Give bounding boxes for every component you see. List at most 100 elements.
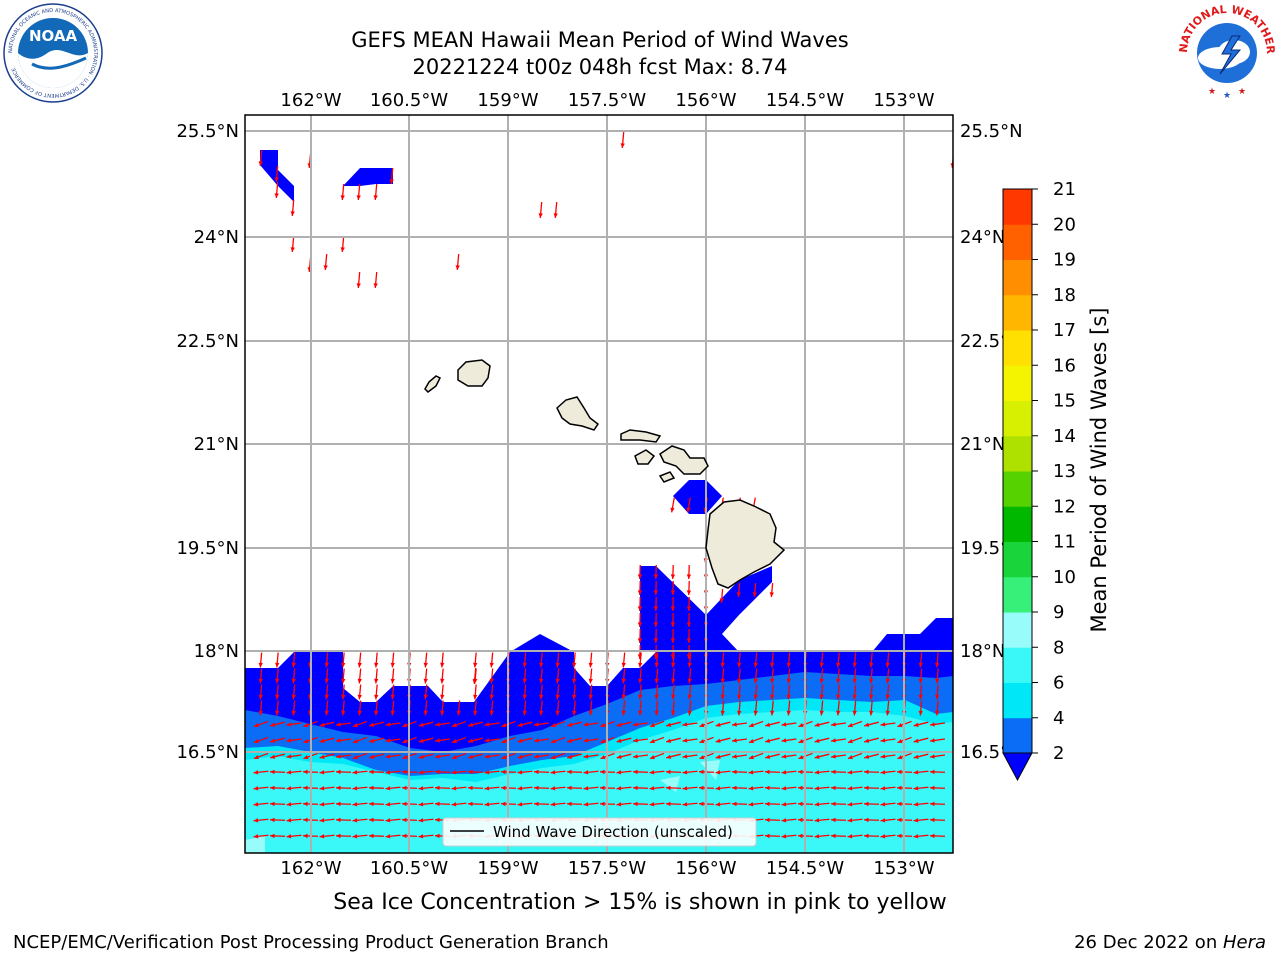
wave-arrow-head bbox=[616, 786, 622, 791]
wave-arrow-head bbox=[836, 694, 841, 700]
wave-arrow-head bbox=[814, 786, 820, 791]
wave-arrow-head bbox=[451, 722, 457, 728]
wave-arrow-head bbox=[567, 801, 572, 807]
wave-arrow-head bbox=[270, 754, 276, 759]
wave-arrow-head bbox=[501, 769, 506, 775]
wave-arrow-head bbox=[649, 786, 655, 791]
wave-arrow-head bbox=[555, 678, 560, 684]
colorbar-tick-label: 20 bbox=[1053, 214, 1076, 235]
island-maui bbox=[659, 445, 709, 475]
lon-label-top: 157.5°W bbox=[568, 90, 647, 111]
wave-arrow-head bbox=[352, 802, 358, 807]
footer-date-text: 26 Dec 2022 on bbox=[1074, 932, 1223, 953]
wave-arrow-head bbox=[324, 694, 329, 700]
wave-arrow-head bbox=[435, 722, 440, 727]
wave-arrow-head bbox=[374, 710, 379, 716]
wave-arrow-head bbox=[715, 802, 721, 807]
wave-arrow-head bbox=[418, 722, 424, 727]
wave-arrow-head bbox=[522, 710, 527, 716]
wave-arrow-head bbox=[819, 678, 824, 684]
wave-arrow-head bbox=[814, 834, 820, 839]
wave-arrow-head bbox=[819, 694, 824, 700]
wave-arrow-head bbox=[550, 770, 556, 775]
wave-arrow-head bbox=[456, 710, 461, 716]
wave-arrow-head bbox=[270, 801, 275, 807]
wave-arrow-head bbox=[786, 710, 791, 716]
wave-arrow-head bbox=[468, 738, 474, 743]
wave-arrow-head bbox=[699, 801, 704, 807]
wave-arrow-head bbox=[814, 770, 820, 775]
wave-arrow-head bbox=[752, 592, 757, 597]
wave-arrow-head bbox=[798, 785, 803, 791]
wave-arrow-head bbox=[319, 754, 325, 759]
wave-arrow-head bbox=[798, 722, 804, 728]
wave-arrow-head bbox=[336, 722, 341, 727]
wave-arrow-head bbox=[291, 694, 296, 700]
colorbar-tick-label: 15 bbox=[1053, 391, 1076, 412]
wave-arrow-head bbox=[369, 754, 375, 759]
wave-arrow-head bbox=[720, 678, 725, 684]
wave-arrow-head bbox=[522, 678, 527, 684]
wave-arrow-head bbox=[819, 662, 824, 668]
wave-arrow-head bbox=[517, 770, 523, 775]
wave-arrow-head bbox=[897, 722, 903, 728]
wave-arrow-head bbox=[534, 785, 539, 791]
wave-arrow-head bbox=[583, 770, 589, 775]
wave-arrow-head bbox=[402, 833, 407, 839]
wave-arrow-head bbox=[369, 738, 375, 743]
wave-arrow-head bbox=[836, 710, 841, 716]
wave-arrow-head bbox=[798, 801, 803, 807]
wave-arrow-head bbox=[666, 722, 672, 727]
wave-arrow-head bbox=[897, 801, 902, 807]
wave-arrow-head bbox=[440, 710, 445, 716]
wave-arrow-head bbox=[588, 678, 593, 684]
wave-arrow-head bbox=[753, 662, 758, 668]
wave-arrow-head bbox=[720, 662, 725, 668]
wave-arrow-head bbox=[319, 802, 325, 807]
wave-arrow-head bbox=[616, 802, 622, 807]
colorbar-segment bbox=[1003, 647, 1032, 683]
wave-arrow-head bbox=[748, 722, 754, 728]
wave-arrow-head bbox=[918, 710, 923, 716]
wave-arrow-head bbox=[451, 738, 457, 744]
wave-arrow-head bbox=[831, 785, 836, 791]
wave-arrow-head bbox=[770, 694, 775, 700]
wave-arrow-head bbox=[638, 694, 643, 700]
wave-arrow-head bbox=[699, 785, 704, 791]
wave-arrow-head bbox=[653, 590, 659, 595]
colorbar-under-arrow bbox=[1002, 752, 1033, 782]
wave-arrow-head bbox=[885, 710, 890, 716]
wave-arrow-head bbox=[550, 738, 556, 744]
wave-arrow-head bbox=[357, 662, 362, 668]
wave-arrow-head bbox=[786, 678, 791, 684]
chart-subtitle: 20221224 t00z 048h fcst Max: 8.74 bbox=[412, 55, 788, 79]
wave-arrow-head bbox=[253, 818, 259, 823]
wave-arrow-head bbox=[336, 801, 341, 807]
wave-arrow-head bbox=[517, 738, 523, 743]
wave-arrow-head bbox=[715, 770, 721, 775]
wave-field-east bbox=[872, 618, 953, 660]
wave-arrow-head bbox=[852, 710, 857, 716]
wave-arrow-head bbox=[517, 722, 523, 727]
wave-arrow-head bbox=[836, 662, 841, 668]
wave-arrow-head bbox=[918, 678, 923, 684]
wave-arrow-head bbox=[435, 817, 440, 823]
wave-arrow-head bbox=[649, 722, 655, 728]
colorbar-segment bbox=[1003, 541, 1032, 578]
wave-arrow-head bbox=[303, 754, 309, 760]
wave-arrow-head bbox=[572, 710, 577, 716]
wave-arrow-head bbox=[935, 662, 940, 668]
wave-arrow-head bbox=[423, 678, 428, 684]
wave-arrow-head bbox=[765, 722, 771, 727]
wave-arrow-head bbox=[671, 710, 676, 716]
wave-arrow-head bbox=[880, 770, 886, 775]
lat-label-right: 24°N bbox=[960, 227, 1005, 248]
wave-arrow-head bbox=[286, 786, 292, 791]
wave-arrow-head bbox=[291, 678, 296, 684]
wave-arrow-head bbox=[720, 710, 725, 716]
wave-arrow-head bbox=[637, 622, 643, 627]
lon-label-top: 162°W bbox=[280, 90, 341, 111]
wave-arrow-head bbox=[550, 786, 556, 791]
wave-arrow-head bbox=[253, 786, 259, 791]
wave-arrow-head bbox=[847, 802, 853, 807]
